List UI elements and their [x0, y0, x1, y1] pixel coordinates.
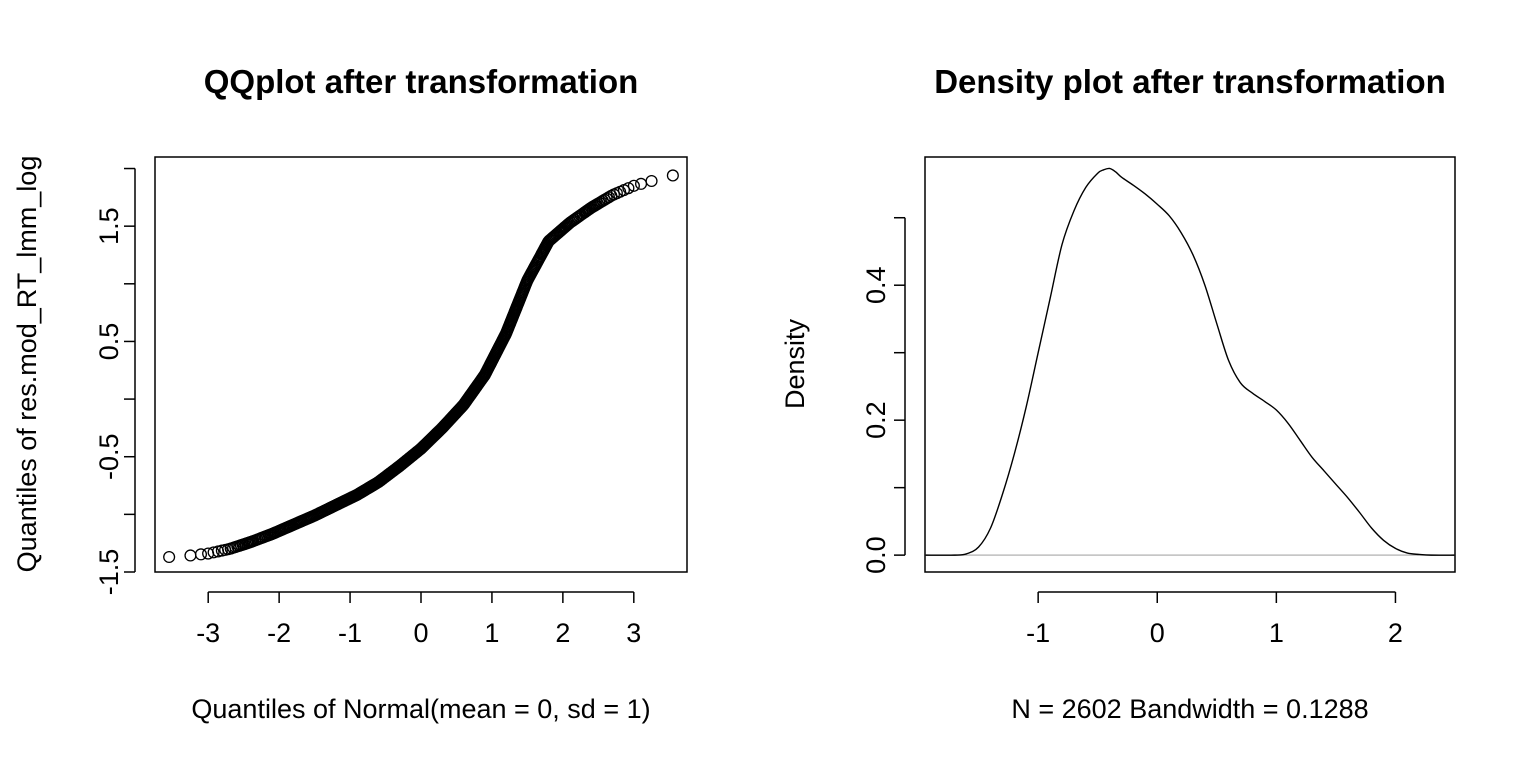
qq-point — [207, 546, 220, 559]
density-title: Density plot after transformation — [934, 63, 1446, 100]
qq-y-tick-label: -0.5 — [94, 433, 124, 480]
density-x-tick-label: 0 — [1150, 618, 1165, 648]
qq-panel: QQplot after transformation -3 -2 -1 0 1 2 3 -… — [12, 63, 688, 724]
qq-y-ticks: -1.5 -0.5 0.5 1.5 — [94, 167, 135, 596]
density-x-axis-label: N = 2602 Bandwidth = 0.1288 — [1011, 694, 1368, 724]
qq-x-axis-label: Quantiles of Normal(mean = 0, sd = 1) — [191, 694, 650, 724]
qq-x-tick-label: 2 — [555, 618, 570, 648]
density-x-tick-label: 1 — [1269, 618, 1284, 648]
qq-x-tick-label: -3 — [196, 618, 220, 648]
qq-y-axis-label: Quantiles of res.mod_RT_lmm_log — [12, 156, 42, 573]
qq-x-tick-label: -2 — [267, 618, 291, 648]
qq-point — [666, 169, 679, 182]
density-y-tick-label: 0.0 — [861, 536, 891, 574]
density-x-ticks: -1 0 1 2 — [1026, 592, 1403, 648]
density-y-axis-label: Density — [780, 318, 810, 409]
qq-y-tick-label: 1.5 — [94, 207, 124, 245]
qq-point — [634, 177, 648, 190]
qq-plot-frame — [154, 156, 688, 573]
density-x-tick-label: -1 — [1026, 618, 1050, 648]
qq-point — [184, 549, 197, 562]
qq-point — [163, 550, 176, 564]
qq-x-ticks: -3 -2 -1 0 1 2 3 — [196, 592, 641, 648]
density-panel: Density plot after transformation -1 0 1 2 … — [780, 63, 1456, 724]
density-x-tick-label: 2 — [1388, 618, 1403, 648]
qq-y-tick-label: -1.5 — [94, 549, 124, 596]
density-y-tick-label: 0.4 — [861, 266, 891, 304]
density-y-ticks: 0.0 0.2 0.4 — [861, 216, 905, 574]
qq-x-tick-label: -1 — [338, 618, 362, 648]
qq-y-tick-label: 0.5 — [94, 323, 124, 361]
qq-point — [622, 182, 635, 195]
density-plot-frame — [924, 156, 1456, 573]
qq-point — [645, 174, 658, 188]
qq-point — [194, 548, 208, 561]
density-curve — [924, 167, 1456, 556]
density-y-tick-label: 0.2 — [861, 401, 891, 439]
qq-point — [627, 179, 640, 192]
qq-x-tick-label: 0 — [413, 618, 428, 648]
qq-points — [163, 169, 679, 564]
qq-x-tick-label: 3 — [626, 618, 641, 648]
qq-title: QQplot after transformation — [204, 63, 639, 100]
qq-x-tick-label: 1 — [484, 618, 499, 648]
